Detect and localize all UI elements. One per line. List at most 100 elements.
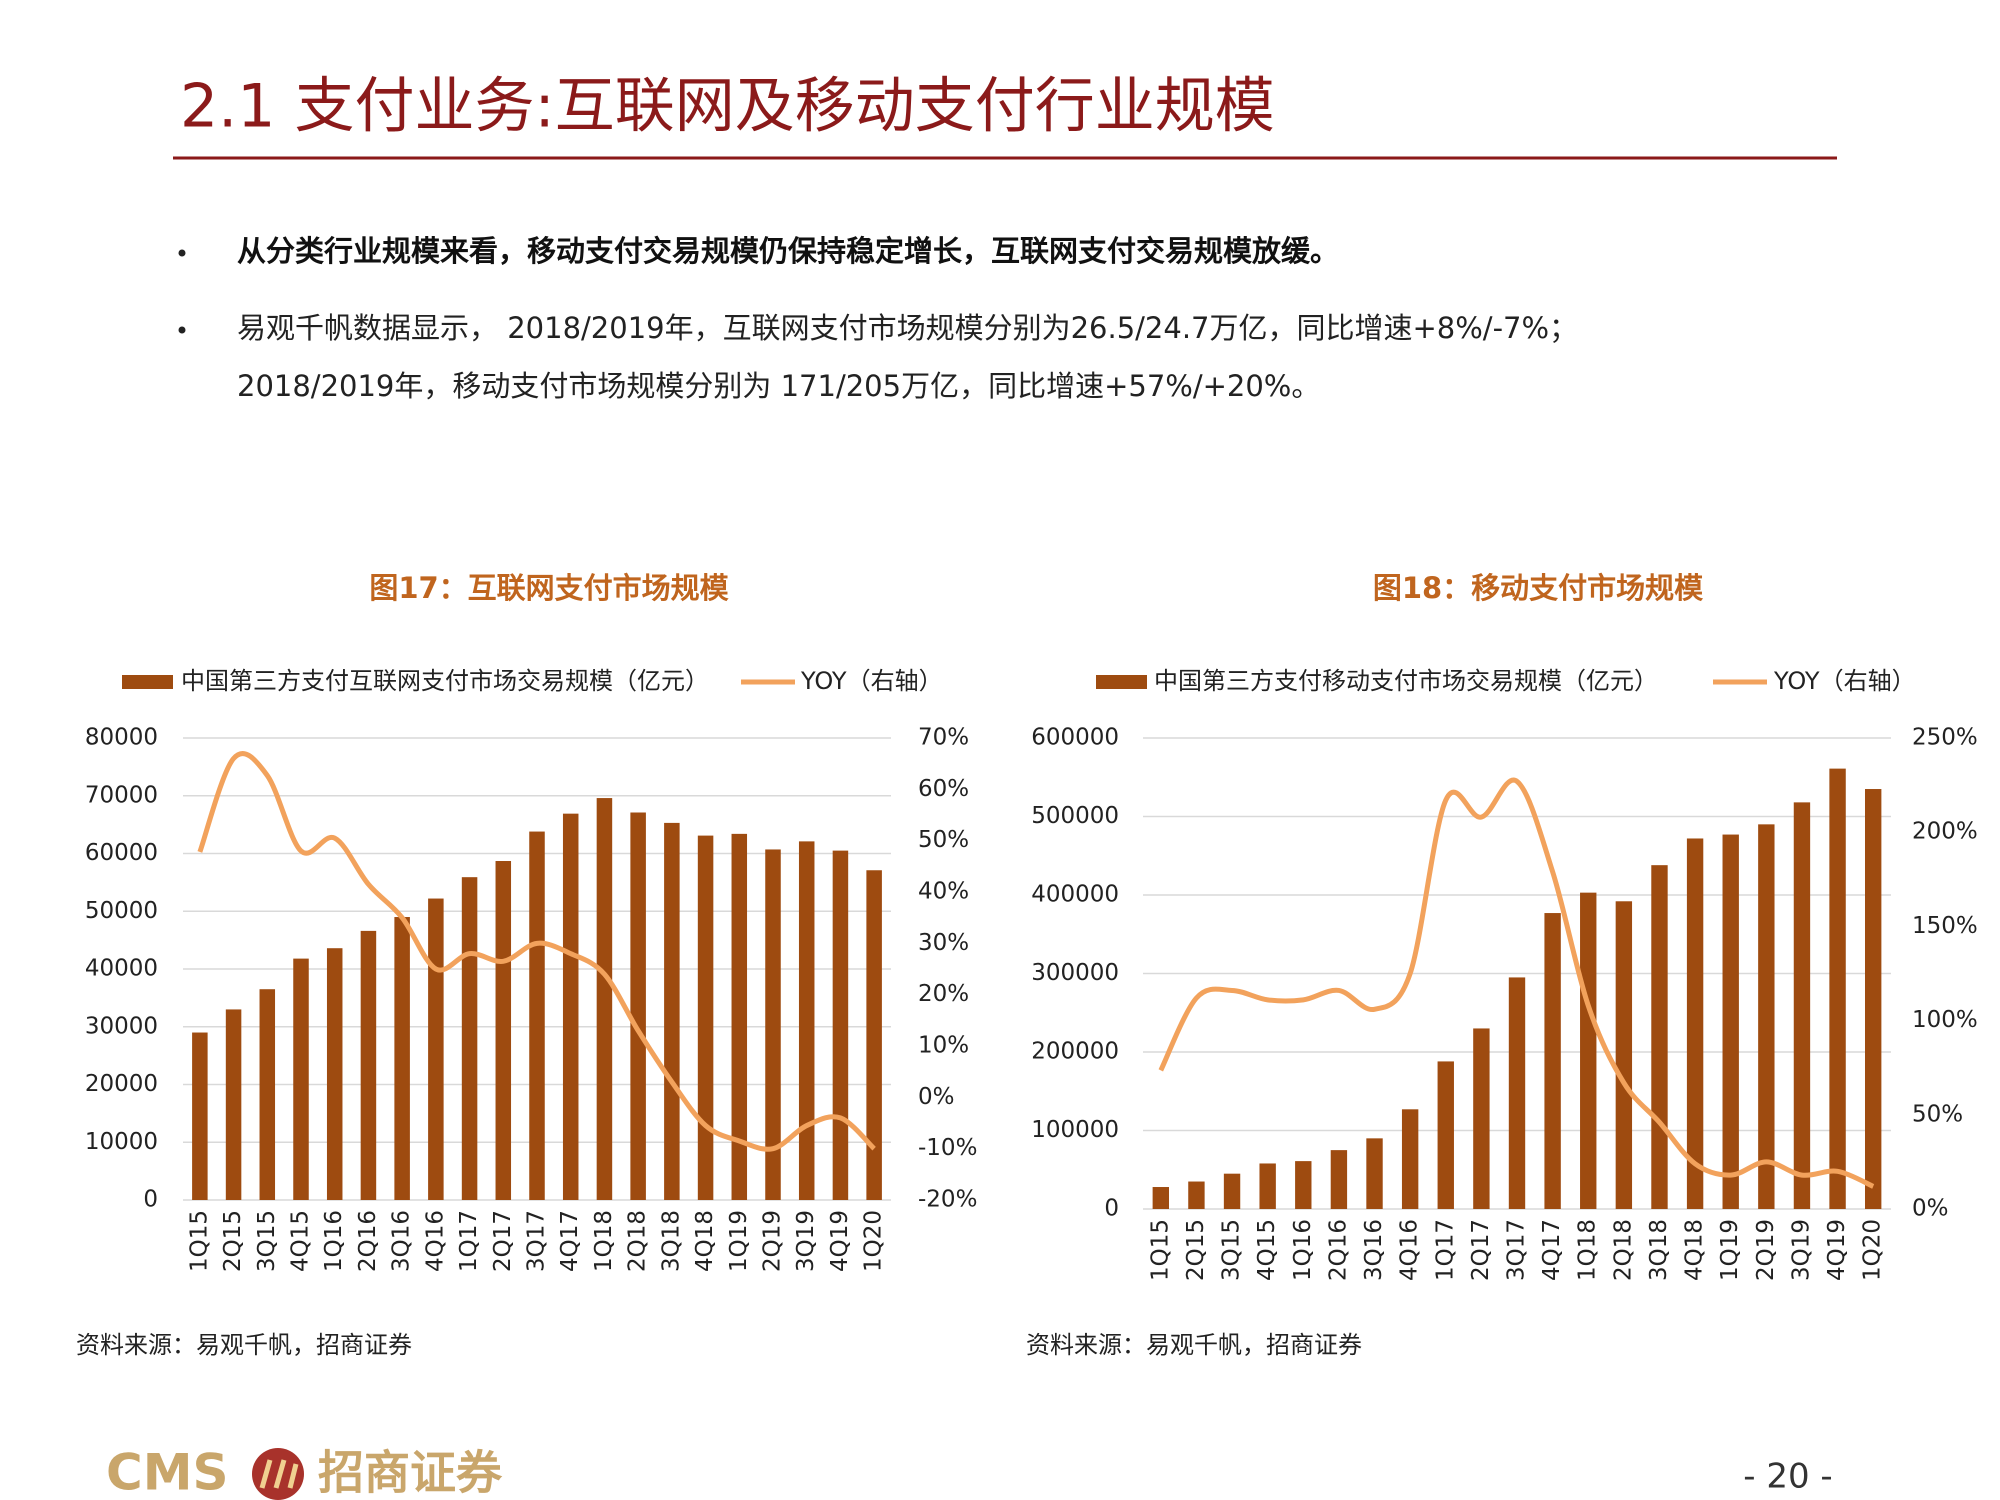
- y-tick-label: 500000: [1031, 803, 1119, 829]
- x-tick-label: 2Q17: [1468, 1219, 1494, 1281]
- bar: [630, 812, 646, 1200]
- y-tick-label: 0: [1104, 1196, 1119, 1222]
- y2-tick-label: -10%: [918, 1135, 977, 1161]
- bar: [664, 822, 680, 1200]
- bar: [562, 813, 579, 1200]
- y2-tick-label: 0%: [1912, 1196, 1949, 1222]
- y2-tick-label: 70%: [918, 725, 969, 751]
- bar: [1651, 865, 1668, 1209]
- x-tick-label: 3Q15: [254, 1210, 280, 1272]
- bar: [428, 898, 444, 1200]
- bar: [1366, 1138, 1383, 1209]
- x-tick-label: 1Q19: [726, 1210, 752, 1272]
- x-tick-label: 3Q17: [1504, 1219, 1530, 1281]
- x-tick-label: 1Q15: [186, 1210, 212, 1272]
- y2-tick-label: -20%: [918, 1187, 977, 1213]
- x-tick-label: 2Q18: [1610, 1219, 1636, 1281]
- y2-tick-label: 60%: [918, 776, 969, 802]
- bar: [1401, 1109, 1419, 1209]
- x-tick-label: 1Q17: [456, 1210, 482, 1272]
- x-tick-label: 3Q15: [1219, 1219, 1245, 1281]
- chart-title: 图17：互联网支付市场规模: [369, 571, 729, 605]
- y-tick-label: 70000: [85, 782, 158, 808]
- x-tick-label: 3Q19: [793, 1210, 819, 1272]
- bar: [1758, 824, 1775, 1209]
- y2-tick-label: 20%: [918, 981, 969, 1007]
- x-tick-label: 2Q16: [355, 1210, 381, 1272]
- slide-title: 2.1 支付业务:互联网及移动支付行业规模: [180, 72, 1275, 142]
- x-tick-label: 1Q18: [1575, 1219, 1601, 1281]
- bar: [832, 850, 849, 1200]
- bar: [1829, 768, 1846, 1209]
- y2-tick-label: 50%: [1912, 1101, 1963, 1127]
- bar: [225, 1009, 242, 1200]
- yoy-line: [197, 751, 876, 1152]
- bar: [1330, 1150, 1348, 1209]
- y-tick-label: 600000: [1031, 725, 1119, 751]
- x-tick-label: 2Q17: [490, 1210, 516, 1272]
- x-tick-label: 2Q15: [1183, 1219, 1209, 1281]
- y2-tick-label: 50%: [918, 827, 969, 853]
- bullet-text: 2018/2019年，移动支付市场规模分别为 171/205万亿，同比增速+57…: [237, 369, 1320, 403]
- bar: [1152, 1187, 1170, 1209]
- bar: [293, 958, 309, 1200]
- y2-tick-label: 250%: [1912, 725, 1978, 751]
- y-tick-label: 20000: [85, 1071, 158, 1097]
- x-tick-label: 2Q19: [1753, 1219, 1779, 1281]
- y-tick-label: 400000: [1031, 882, 1119, 908]
- logo-icon: [259, 1459, 299, 1489]
- x-tick-label: 4Q16: [1397, 1219, 1423, 1281]
- bar: [1223, 1173, 1241, 1209]
- legend-swatch: [122, 675, 173, 689]
- bar: [731, 833, 748, 1200]
- x-tick-label: 1Q20: [1860, 1219, 1886, 1281]
- source-note: 资料来源：易观千帆，招商证券: [1026, 1331, 1362, 1359]
- legend-label: 中国第三方支付互联网支付市场交易规模（亿元）: [181, 667, 709, 695]
- x-tick-label: 2Q15: [220, 1210, 246, 1272]
- y-tick-label: 80000: [85, 725, 158, 751]
- x-tick-label: 4Q15: [288, 1210, 314, 1272]
- yoy-line: [1158, 777, 1875, 1189]
- x-tick-label: 2Q16: [1325, 1219, 1351, 1281]
- x-tick-label: 4Q17: [1539, 1219, 1565, 1281]
- y-tick-label: 50000: [85, 898, 158, 924]
- bar: [765, 849, 781, 1200]
- bar: [360, 930, 377, 1200]
- x-tick-label: 4Q17: [557, 1210, 583, 1272]
- bar: [1437, 1061, 1454, 1209]
- y2-tick-label: 30%: [918, 930, 969, 956]
- x-tick-label: 3Q19: [1788, 1219, 1814, 1281]
- bullet-dot: [178, 326, 186, 334]
- y-tick-label: 300000: [1031, 960, 1119, 986]
- bar: [1473, 1028, 1490, 1209]
- bar: [1295, 1161, 1312, 1209]
- bar: [1188, 1181, 1205, 1209]
- x-tick-label: 4Q19: [827, 1210, 853, 1272]
- y-tick-label: 100000: [1031, 1117, 1119, 1143]
- bar: [1544, 913, 1561, 1209]
- bar: [1722, 834, 1739, 1209]
- x-tick-label: 1Q19: [1717, 1219, 1743, 1281]
- bar: [529, 831, 545, 1200]
- x-tick-label: 1Q20: [861, 1210, 887, 1272]
- x-tick-label: 1Q18: [591, 1210, 617, 1272]
- bar: [1580, 892, 1597, 1209]
- y-tick-label: 10000: [85, 1129, 158, 1155]
- y2-tick-label: 40%: [918, 879, 969, 905]
- bullet-text: 易观千帆数据显示， 2018/2019年，互联网支付市场规模分别为26.5/24…: [237, 311, 1578, 345]
- x-tick-label: 3Q17: [524, 1210, 550, 1272]
- bar: [495, 861, 512, 1200]
- x-tick-label: 2Q18: [625, 1210, 651, 1272]
- logo-text: 招商证券: [318, 1446, 503, 1500]
- x-tick-label: 4Q15: [1254, 1219, 1280, 1281]
- x-tick-label: 2Q19: [760, 1210, 786, 1272]
- x-tick-label: 4Q16: [422, 1210, 448, 1272]
- bullet-dot: [178, 249, 186, 257]
- y2-tick-label: 0%: [918, 1084, 955, 1110]
- bar: [259, 989, 276, 1200]
- bar: [1686, 838, 1704, 1209]
- page-number: - 20 -: [1743, 1457, 1832, 1497]
- y-tick-label: 40000: [85, 956, 158, 982]
- legend-label: 中国第三方支付移动支付市场交易规模（亿元）: [1154, 667, 1658, 695]
